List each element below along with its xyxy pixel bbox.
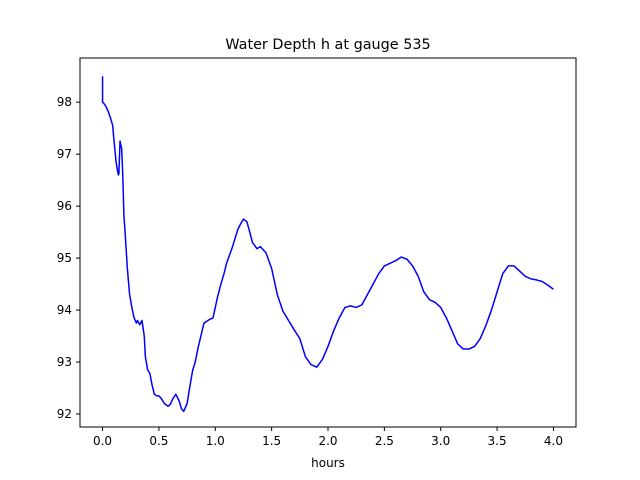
x-axis-ticks: 0.0 0.5 1.0 1.5 2.0 2.5 3.0 3.5 4.0 <box>93 427 563 448</box>
x-tick-label: 3.0 <box>431 434 450 448</box>
y-tick-label: 98 <box>57 95 72 109</box>
y-axis-ticks: 92 93 94 95 96 97 98 <box>57 95 80 421</box>
x-tick-label: 1.0 <box>206 434 225 448</box>
plot-frame <box>79 57 577 428</box>
x-tick-label: 2.5 <box>375 434 394 448</box>
chart-title: Water Depth h at gauge 535 <box>225 37 430 53</box>
y-tick-label: 93 <box>57 355 72 369</box>
y-tick-label: 97 <box>57 147 72 161</box>
series-layer <box>101 76 554 413</box>
x-tick-label: 0.0 <box>93 434 112 448</box>
x-axis-label: hours <box>311 456 345 470</box>
y-tick-label: 94 <box>57 303 72 317</box>
x-tick-label: 0.5 <box>149 434 168 448</box>
x-tick-label: 4.0 <box>544 434 563 448</box>
series-line-water-depth <box>101 76 554 413</box>
x-tick-label: 1.5 <box>262 434 281 448</box>
y-tick-label: 92 <box>57 407 72 421</box>
plot-area <box>80 58 576 427</box>
x-tick-label: 2.0 <box>318 434 337 448</box>
y-tick-label: 95 <box>57 251 72 265</box>
x-tick-label: 3.5 <box>488 434 507 448</box>
y-tick-label: 96 <box>57 199 72 213</box>
